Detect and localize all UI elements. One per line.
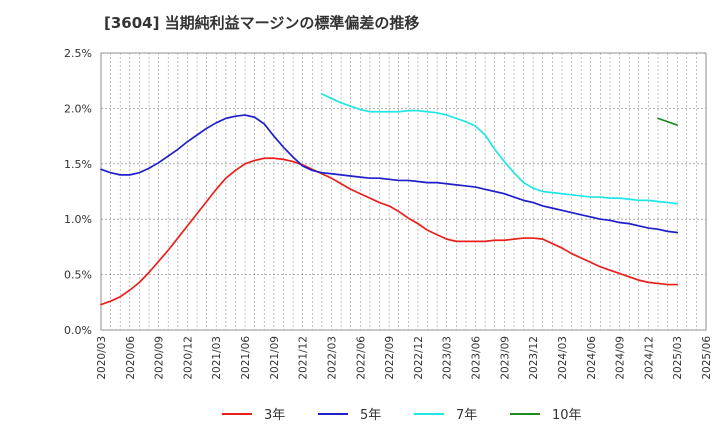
series-line-2 bbox=[321, 93, 679, 205]
y-tick-label: 2.0% bbox=[64, 102, 92, 115]
y-axis-ticks: 0.0% 0.5% 1.0% 1.5% 2.0% 2.5% bbox=[64, 47, 92, 337]
x-tick-label: 2021/03 bbox=[211, 336, 223, 380]
x-tick-label: 2021/12 bbox=[298, 336, 310, 380]
legend-label: 5年 bbox=[360, 408, 381, 423]
x-tick-label: 2025/03 bbox=[672, 336, 684, 380]
x-tick-label: 2022/06 bbox=[355, 336, 367, 380]
y-tick-label: 0.5% bbox=[64, 269, 92, 282]
x-axis-ticks: 2020/03 2020/06 2020/09 2020/12 2021/03 2021/… bbox=[96, 336, 713, 380]
series-line-3 bbox=[657, 117, 679, 126]
x-tick-label: 2022/03 bbox=[326, 336, 338, 380]
x-tick-label: 2024/12 bbox=[643, 336, 655, 380]
x-tick-label: 2024/09 bbox=[615, 336, 627, 380]
y-tick-label: 0.0% bbox=[64, 324, 92, 337]
x-tick-label: 2023/09 bbox=[499, 336, 511, 380]
x-tick-label: 2021/09 bbox=[269, 336, 281, 380]
x-tick-label: 2020/12 bbox=[182, 336, 194, 380]
series-line-0 bbox=[100, 157, 679, 306]
legend-label: 10年 bbox=[552, 408, 582, 423]
x-tick-label: 2022/09 bbox=[384, 336, 396, 380]
x-tick-label: 2024/03 bbox=[557, 336, 569, 380]
y-tick-label: 2.5% bbox=[64, 47, 92, 60]
legend: 3年 5年 7年 10年 bbox=[222, 408, 582, 423]
x-tick-label: 2023/06 bbox=[471, 336, 483, 380]
plot-area bbox=[100, 52, 707, 331]
x-tick-label: 2021/06 bbox=[240, 336, 252, 380]
legend-label: 7年 bbox=[456, 408, 477, 423]
legend-label: 3年 bbox=[264, 408, 285, 423]
x-tick-label: 2022/12 bbox=[413, 336, 425, 380]
grid-lines bbox=[100, 52, 707, 331]
x-tick-label: 2023/12 bbox=[528, 336, 540, 380]
x-tick-label: 2025/06 bbox=[701, 336, 713, 380]
chart-title: [3604] 当期純利益マージンの標準偏差の推移 bbox=[104, 14, 420, 32]
y-tick-label: 1.5% bbox=[64, 158, 92, 171]
x-tick-label: 2020/09 bbox=[154, 336, 166, 380]
x-tick-label: 2024/06 bbox=[586, 336, 598, 380]
series-lines bbox=[100, 93, 679, 306]
x-tick-label: 2020/03 bbox=[96, 336, 108, 380]
series-line-1 bbox=[100, 114, 679, 234]
x-tick-label: 2020/06 bbox=[125, 336, 137, 380]
x-tick-label: 2023/03 bbox=[442, 336, 454, 380]
y-tick-label: 1.0% bbox=[64, 213, 92, 226]
